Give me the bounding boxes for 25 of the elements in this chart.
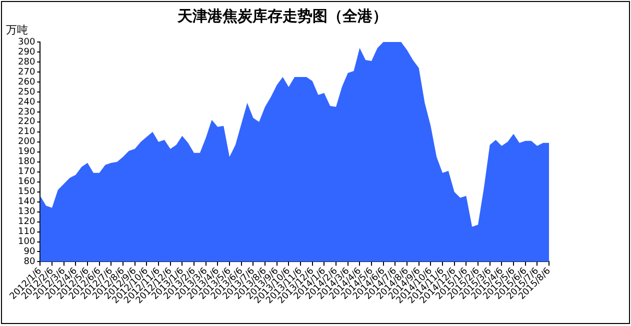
y-tick-label: 240 bbox=[18, 97, 36, 108]
y-tick-label: 190 bbox=[18, 147, 36, 158]
y-tick-label: 140 bbox=[18, 197, 36, 208]
y-axis-title: 万吨 bbox=[6, 23, 28, 36]
y-tick-label: 130 bbox=[18, 207, 36, 218]
y-tick-label: 270 bbox=[18, 67, 36, 78]
y-tick-label: 230 bbox=[18, 107, 36, 118]
y-tick-label: 200 bbox=[18, 137, 36, 148]
y-tick-label: 280 bbox=[18, 57, 36, 68]
y-tick-label: 170 bbox=[18, 167, 36, 178]
y-tick-label: 80 bbox=[24, 257, 36, 268]
y-tick-label: 300 bbox=[18, 37, 36, 48]
y-tick-label: 220 bbox=[18, 117, 36, 128]
y-tick-label: 160 bbox=[18, 177, 36, 188]
y-tick-label: 90 bbox=[24, 247, 36, 258]
y-tick-label: 210 bbox=[18, 127, 36, 138]
y-tick-label: 100 bbox=[18, 237, 36, 248]
chart-title: 天津港焦炭库存走势图（全港） bbox=[176, 6, 388, 25]
y-tick-label: 120 bbox=[18, 217, 36, 228]
y-tick-label: 150 bbox=[18, 187, 36, 198]
y-tick-label: 250 bbox=[18, 87, 36, 98]
y-tick-label: 260 bbox=[18, 77, 36, 88]
y-tick-label: 290 bbox=[18, 47, 36, 58]
y-tick-label: 110 bbox=[18, 227, 36, 238]
y-tick-label: 180 bbox=[18, 157, 36, 168]
